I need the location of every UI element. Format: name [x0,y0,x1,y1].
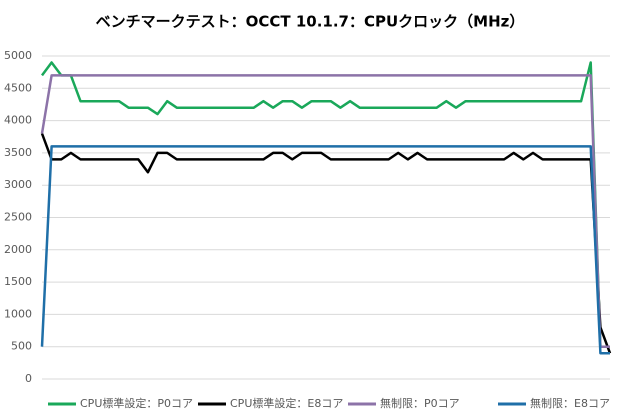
y-tick-label: 3000 [4,178,32,191]
y-tick-label: 1000 [4,307,32,320]
y-tick-label: 5000 [4,49,32,62]
line-series [40,61,610,348]
line-series [40,133,612,354]
y-tick-label: 3500 [4,146,32,159]
y-tick-label: 0 [25,372,32,385]
legend-label: CPU標準設定：P0コア [80,396,193,410]
legend-label: 無制限：P0コア [380,396,460,410]
y-tick-label: 2000 [4,243,32,256]
chart-title: ベンチマークテスト：OCCT 10.1.7：CPUクロック（MHz） [96,13,525,31]
line-series [40,145,610,355]
y-tick-label: 2500 [4,211,32,224]
y-tick-label: 4500 [4,81,32,94]
line-series [40,74,610,348]
y-tick-label: 500 [11,340,32,353]
legend-label: CPU標準設定：E8コア [230,396,343,410]
y-tick-label: 4000 [4,114,32,127]
legend-label: 無制限：E8コア [530,396,610,410]
y-tick-label: 1500 [4,275,32,288]
